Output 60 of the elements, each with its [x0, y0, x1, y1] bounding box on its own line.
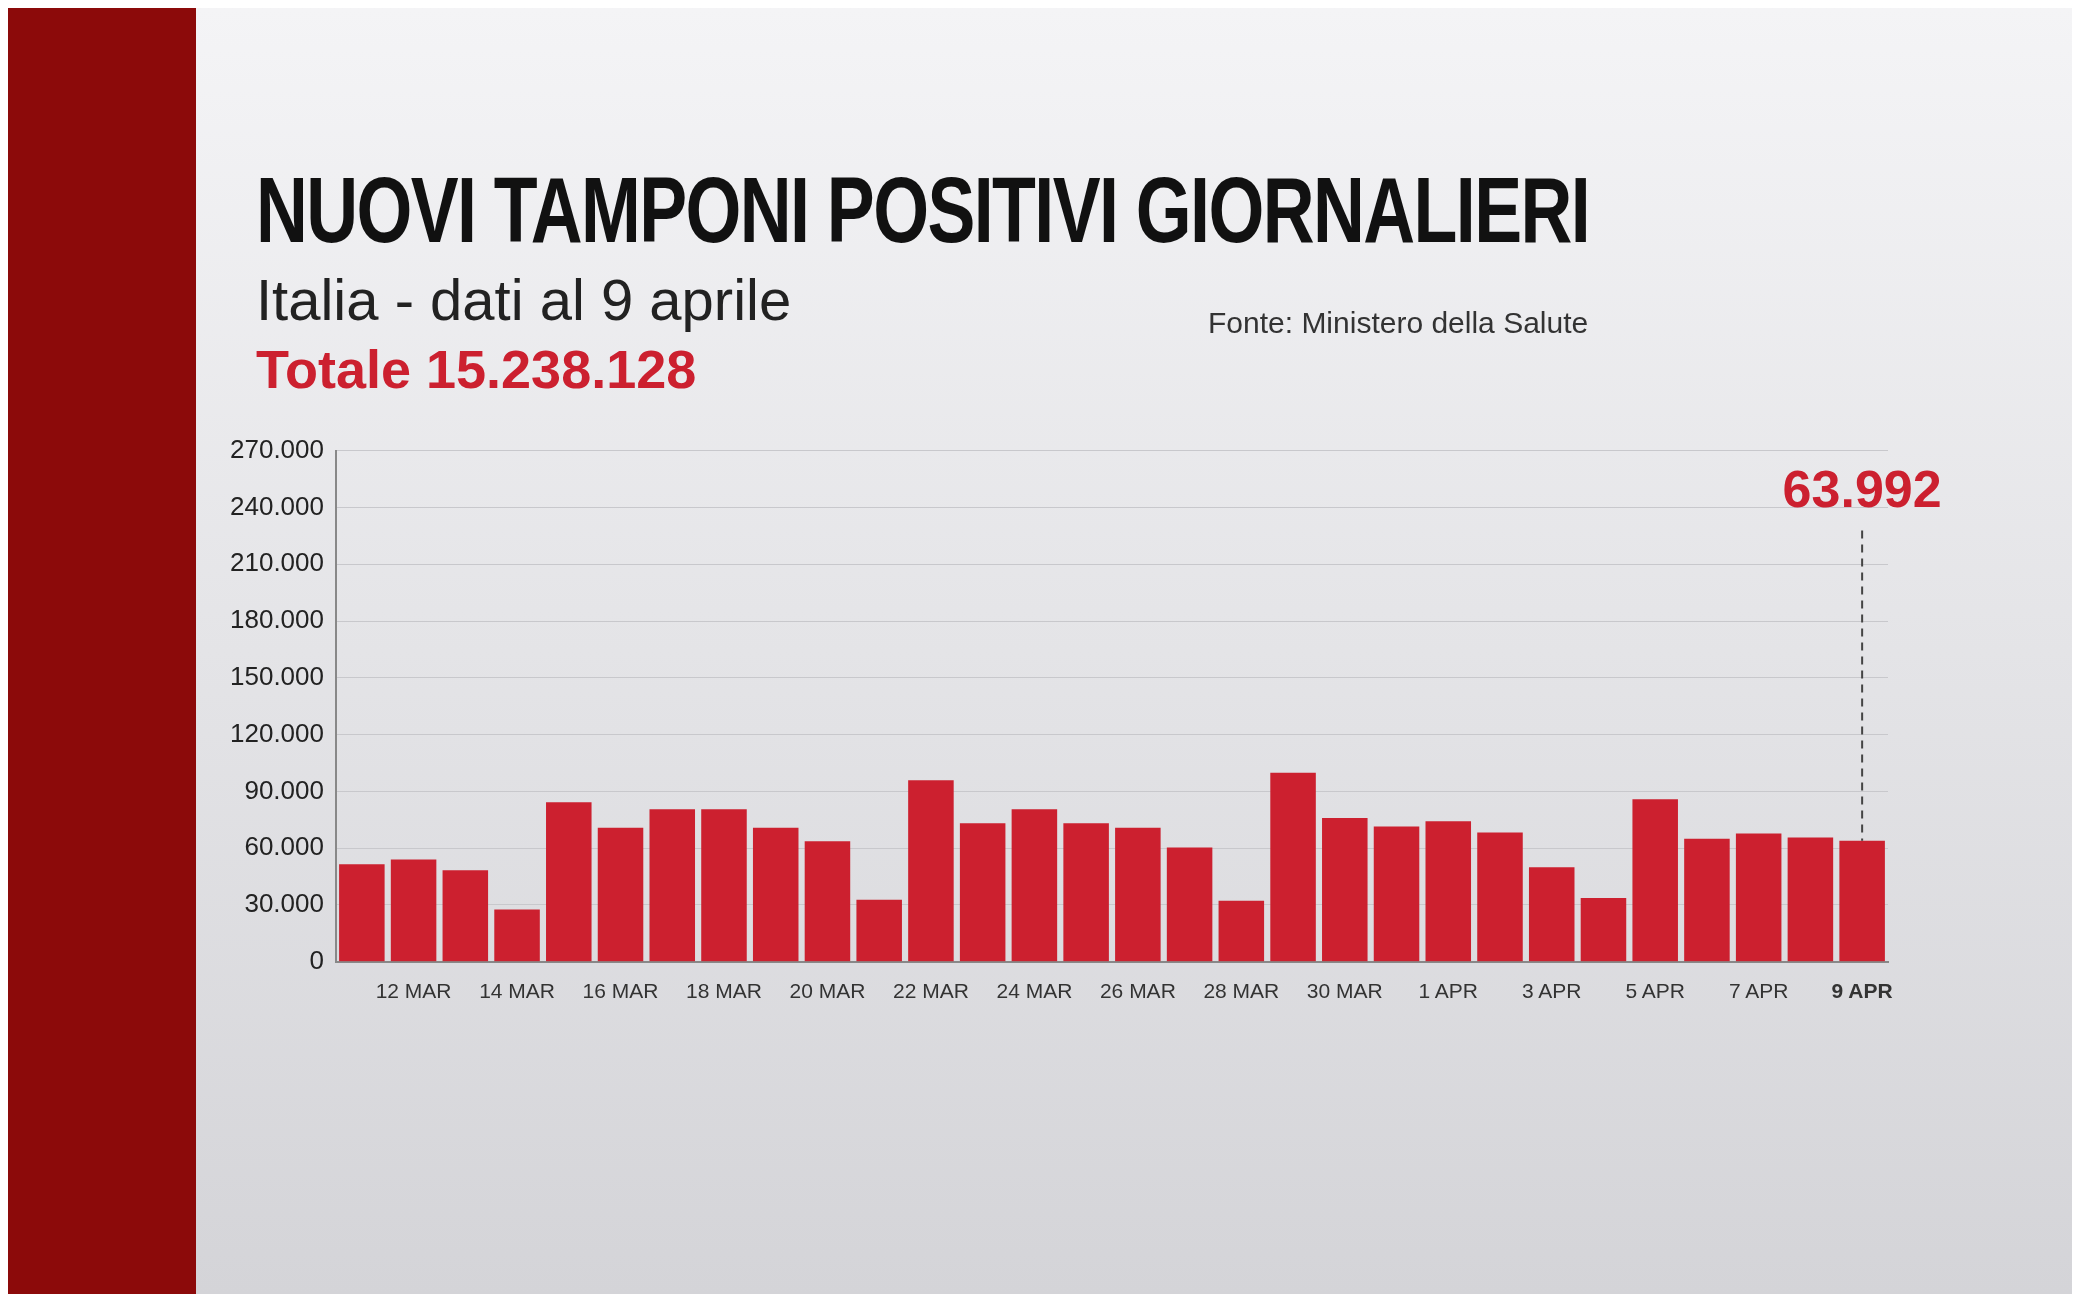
bar: [1839, 840, 1885, 962]
bar: [1632, 799, 1678, 962]
y-tick-label: 210.000: [230, 547, 324, 578]
x-tick-label: 26 MAR: [1099, 979, 1176, 1003]
x-tick-label: 12 MAR: [375, 979, 452, 1003]
y-tick-label: 270.000: [230, 433, 324, 464]
bar: [1787, 837, 1834, 962]
bar: [390, 859, 437, 962]
bar: [1528, 867, 1575, 962]
chart-subtitle: Italia - dati al 9 aprile: [256, 266, 792, 333]
bar: [1425, 821, 1472, 962]
x-tick-label: 22 MAR: [892, 979, 969, 1003]
y-tick-label: 90.000: [244, 774, 324, 805]
y-tick-label: 180.000: [230, 604, 324, 635]
x-tick-label: 3 APR: [1521, 979, 1582, 1003]
bar: [1218, 900, 1265, 962]
y-tick-label: 0: [309, 944, 324, 975]
x-tick-label: 20 MAR: [789, 979, 866, 1003]
bar: [1063, 823, 1109, 962]
x-tick-label: 7 APR: [1728, 979, 1789, 1003]
x-tick-label: 30 MAR: [1306, 979, 1383, 1003]
x-tick-label: 16 MAR: [582, 979, 659, 1003]
bar: [856, 899, 902, 962]
x-tick-label: 28 MAR: [1203, 979, 1280, 1003]
bar: [1735, 833, 1782, 962]
bar: [1270, 772, 1316, 962]
bar: [1011, 809, 1058, 962]
source-note: Fonte: Ministero della Salute: [1208, 306, 1589, 340]
bar: [1684, 838, 1730, 962]
bar: [546, 802, 592, 962]
y-tick-label: 60.000: [244, 831, 324, 862]
bar: [959, 823, 1006, 962]
chart-title: NUOVI TAMPONI POSITIVI GIORNALIERI: [256, 158, 1590, 263]
text: Totale 15.238.128: [256, 338, 697, 400]
bar: [701, 809, 747, 962]
bar: [597, 827, 644, 962]
y-tick-label: 150.000: [230, 660, 324, 691]
bar: [908, 780, 954, 962]
bar: [442, 870, 489, 962]
bar: [1322, 817, 1368, 962]
x-tick-label: 9 APR: [1831, 979, 1893, 1003]
annotation: 63.992: [1782, 459, 1942, 518]
x-tick-label: 14 MAR: [479, 979, 555, 1003]
bar: [752, 827, 799, 962]
bar: [1115, 827, 1161, 962]
y-tick-label: 30.000: [244, 888, 324, 919]
x-tick-label: 1 APR: [1418, 979, 1479, 1003]
x-tick-label: 18 MAR: [686, 979, 762, 1003]
bar: [1477, 832, 1523, 962]
bar: [804, 841, 851, 962]
bar: [1166, 847, 1213, 962]
bar: [494, 909, 540, 962]
bar: [339, 864, 385, 962]
y-tick-label: 240.000: [230, 490, 324, 521]
bar: [649, 809, 696, 962]
y-tick-label: 120.000: [230, 717, 324, 748]
bar: [1373, 826, 1420, 962]
bar: [1580, 898, 1627, 962]
x-tick-label: 5 APR: [1625, 979, 1685, 1003]
x-tick-label: 24 MAR: [996, 979, 1073, 1003]
